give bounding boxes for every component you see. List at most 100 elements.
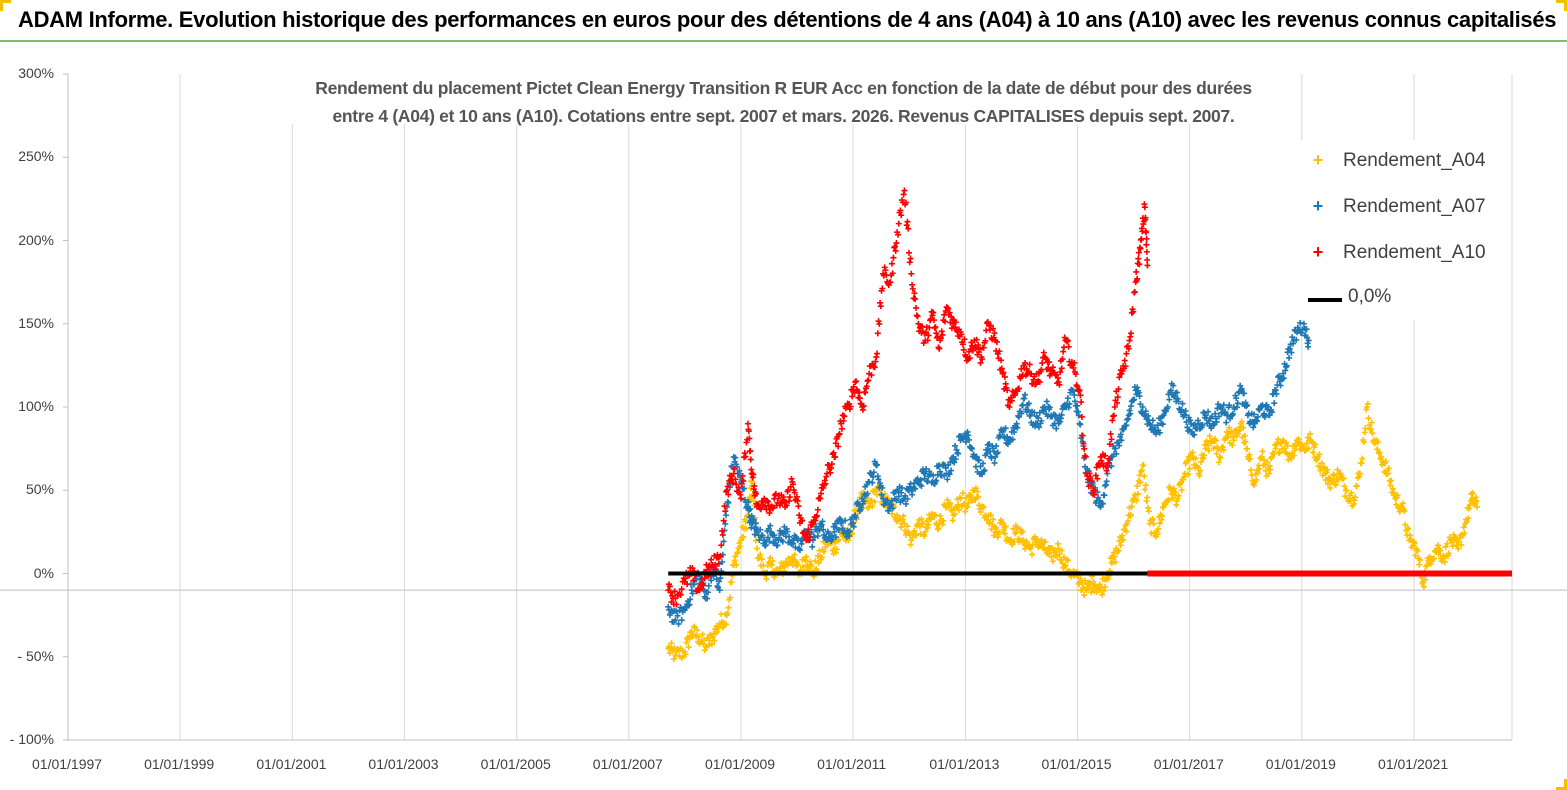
data-point-interp xyxy=(743,525,750,532)
data-point-interp xyxy=(740,533,747,540)
data-point xyxy=(1111,404,1118,410)
data-point-interp xyxy=(1103,467,1110,474)
data-point-interp xyxy=(847,403,854,410)
data-point-interp xyxy=(838,518,845,525)
data-point-interp xyxy=(731,465,738,472)
data-point-interp xyxy=(898,524,905,531)
data-point-interp xyxy=(1273,390,1280,397)
data-point-interp xyxy=(1128,503,1135,510)
data-point-interp xyxy=(1220,446,1227,453)
data-point-interp xyxy=(1156,429,1163,436)
data-point-interp xyxy=(1054,540,1061,547)
data-point xyxy=(1272,387,1279,394)
data-point-interp xyxy=(717,575,724,582)
data-point-interp xyxy=(690,577,697,584)
data-point-interp xyxy=(856,389,863,396)
data-point-interp xyxy=(1210,445,1217,452)
y-tick-label: 200% xyxy=(18,231,54,248)
data-point-interp xyxy=(682,575,689,582)
data-point-interp xyxy=(833,546,840,553)
data-point-interp xyxy=(946,471,953,478)
data-point-interp xyxy=(878,491,885,498)
data-point xyxy=(1144,262,1151,269)
data-point-interp xyxy=(1108,463,1115,470)
data-point-interp xyxy=(863,383,870,390)
data-point-interp xyxy=(1215,413,1222,420)
data-point-interp xyxy=(1229,441,1236,448)
data-point-interp xyxy=(1092,487,1099,494)
data-point-interp xyxy=(750,471,757,478)
data-point-interp xyxy=(814,506,821,513)
data-point-interp xyxy=(1186,465,1193,472)
data-point xyxy=(1286,345,1293,352)
data-point-interp xyxy=(909,534,916,541)
data-point xyxy=(922,470,929,477)
data-point-interp xyxy=(725,491,732,498)
data-point-interp xyxy=(948,313,955,320)
data-point-interp xyxy=(1324,466,1331,473)
data-point-interp xyxy=(1036,379,1043,386)
data-point-interp xyxy=(1008,536,1015,543)
data-point-interp xyxy=(1071,391,1078,398)
data-point-interp xyxy=(752,520,759,527)
data-point-interp xyxy=(1148,530,1155,537)
data-point-interp xyxy=(900,512,907,519)
data-point-interp xyxy=(1191,431,1198,438)
data-point-interp xyxy=(670,656,677,663)
data-point-interp xyxy=(832,454,839,461)
data-point-interp xyxy=(701,637,708,644)
data-point xyxy=(1125,345,1132,352)
data-point-interp xyxy=(1143,229,1150,236)
data-point-interp xyxy=(827,469,834,476)
data-point-interp xyxy=(1058,411,1065,418)
data-point-interp xyxy=(977,359,984,366)
data-point xyxy=(1027,412,1034,419)
data-point-interp xyxy=(1004,433,1011,440)
data-point-interp xyxy=(1164,403,1171,410)
data-point xyxy=(922,528,929,535)
data-point-interp xyxy=(969,445,976,452)
data-point-interp xyxy=(739,472,746,479)
data-point-interp xyxy=(902,492,909,499)
data-point-interp xyxy=(996,432,1003,439)
data-point-interp xyxy=(949,517,956,524)
data-point-interp xyxy=(1001,530,1008,537)
data-point-interp xyxy=(1469,489,1476,496)
data-point-interp xyxy=(916,523,923,530)
data-point-interp xyxy=(825,462,832,469)
data-point-interp xyxy=(1064,557,1071,564)
data-point-interp xyxy=(704,595,711,602)
data-point-interp xyxy=(1147,422,1154,429)
data-point-interp xyxy=(1317,467,1324,474)
data-point-interp xyxy=(846,528,853,535)
data-point-interp xyxy=(1217,454,1224,461)
data-point-interp xyxy=(1077,421,1084,428)
data-point-interp xyxy=(1035,414,1042,421)
data-point-interp xyxy=(668,640,675,647)
data-point-interp xyxy=(700,582,707,589)
data-point-interp xyxy=(818,490,824,497)
data-point xyxy=(901,520,908,527)
data-point-interp xyxy=(993,338,1000,345)
data-point-interp xyxy=(677,591,684,598)
data-point-interp xyxy=(724,610,731,617)
data-point-interp xyxy=(1142,408,1149,415)
chart-legend: + Rendement_A04 + Rendement_A07 + Rendem… xyxy=(1288,140,1500,320)
data-point-interp xyxy=(719,527,726,534)
data-point xyxy=(957,495,964,502)
data-point-interp xyxy=(1256,465,1263,472)
data-point-interp xyxy=(1081,577,1088,584)
data-point xyxy=(992,453,999,460)
data-point-interp xyxy=(728,579,735,586)
data-point-interp xyxy=(678,586,685,593)
data-point-interp xyxy=(994,534,1001,541)
data-point-interp xyxy=(955,501,962,508)
data-point-interp xyxy=(1096,581,1103,588)
data-point-interp xyxy=(1303,326,1310,333)
data-point xyxy=(744,420,751,427)
data-point-interp xyxy=(1178,406,1185,413)
data-point-interp xyxy=(1088,478,1095,485)
data-point-interp xyxy=(830,449,837,456)
data-point-interp xyxy=(899,516,906,523)
data-point-interp xyxy=(893,497,900,504)
